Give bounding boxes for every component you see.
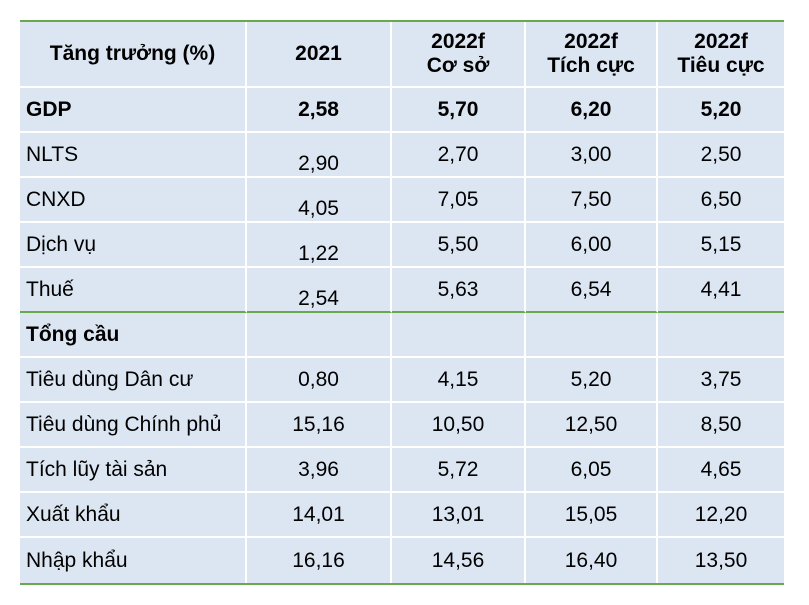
row-label: Tiêu dùng Chính phủ [20, 403, 247, 448]
cell-positive: 12,50 [526, 403, 658, 448]
table-row: Tích lũy tài sản 3,96 5,72 6,05 4,65 [20, 448, 784, 493]
cell-base: 13,01 [392, 493, 526, 538]
header-indicator: Tăng trưởng (%) [20, 22, 247, 88]
cell-positive: 6,20 [526, 88, 658, 133]
cell-positive: 16,40 [526, 538, 658, 583]
cell-2021: 16,16 [247, 538, 392, 583]
cell-2021: 2,54 [247, 268, 392, 313]
cell-negative: 5,15 [658, 223, 784, 268]
header-positive-scenario: Tích cực [547, 54, 635, 77]
header-2021: 2021 [247, 22, 392, 88]
growth-table: Tăng trưởng (%) 2021 2022f Cơ sở 2022f T… [20, 20, 784, 585]
row-label: GDP [20, 88, 247, 133]
table-header-row: Tăng trưởng (%) 2021 2022f Cơ sở 2022f T… [20, 22, 784, 88]
cell-base: 5,50 [392, 223, 526, 268]
row-label: Tiêu dùng Dân cư [20, 358, 247, 403]
table-row: NLTS 2,90 2,70 3,00 2,50 [20, 133, 784, 178]
cell-positive: 3,00 [526, 133, 658, 178]
cell-2021: 14,01 [247, 493, 392, 538]
cell-negative: 13,50 [658, 538, 784, 583]
cell-negative: 4,41 [658, 268, 784, 313]
header-negative: 2022f Tiêu cực [658, 22, 784, 88]
cell-positive: 5,20 [526, 358, 658, 403]
header-2021-label: 2021 [295, 42, 342, 65]
cell-2021: 4,05 [247, 178, 392, 223]
header-negative-year: 2022f [694, 30, 748, 53]
header-positive: 2022f Tích cực [526, 22, 658, 88]
table-row: Xuất khẩu 14,01 13,01 15,05 12,20 [20, 493, 784, 538]
row-label: Thuế [20, 268, 247, 313]
cell-2021 [247, 313, 392, 358]
cell-positive: 6,05 [526, 448, 658, 493]
row-label: Tích lũy tài sản [20, 448, 247, 493]
cell-negative: 3,75 [658, 358, 784, 403]
cell-positive: 15,05 [526, 493, 658, 538]
cell-2021: 2,90 [247, 133, 392, 178]
table-row: GDP 2,58 5,70 6,20 5,20 [20, 88, 784, 133]
row-label: Nhập khẩu [20, 538, 247, 583]
cell-base: 5,63 [392, 268, 526, 313]
row-label: Xuất khẩu [20, 493, 247, 538]
table-row: Tổng cầu [20, 313, 784, 358]
cell-base: 4,15 [392, 358, 526, 403]
cell-base [392, 313, 526, 358]
cell-negative: 5,20 [658, 88, 784, 133]
cell-2021: 0,80 [247, 358, 392, 403]
row-label: CNXD [20, 178, 247, 223]
cell-negative: 2,50 [658, 133, 784, 178]
cell-negative: 4,65 [658, 448, 784, 493]
table-row: CNXD 4,05 7,05 7,50 6,50 [20, 178, 784, 223]
cell-base: 5,72 [392, 448, 526, 493]
header-base-year: 2022f [431, 30, 485, 53]
header-positive-year: 2022f [564, 30, 618, 53]
row-label: Dịch vụ [20, 223, 247, 268]
cell-positive: 6,00 [526, 223, 658, 268]
cell-2021: 15,16 [247, 403, 392, 448]
row-label: NLTS [20, 133, 247, 178]
cell-base: 5,70 [392, 88, 526, 133]
cell-negative: 12,20 [658, 493, 784, 538]
header-base: 2022f Cơ sở [392, 22, 526, 88]
cell-2021: 2,58 [247, 88, 392, 133]
cell-positive: 7,50 [526, 178, 658, 223]
cell-base: 2,70 [392, 133, 526, 178]
row-label: Tổng cầu [20, 313, 247, 358]
cell-positive [526, 313, 658, 358]
table-row: Tiêu dùng Chính phủ 15,16 10,50 12,50 8,… [20, 403, 784, 448]
cell-negative [658, 313, 784, 358]
cell-base: 10,50 [392, 403, 526, 448]
header-base-scenario: Cơ sở [426, 54, 490, 77]
cell-2021: 3,96 [247, 448, 392, 493]
table-row: Thuế 2,54 5,63 6,54 4,41 [20, 268, 784, 313]
table-row: Tiêu dùng Dân cư 0,80 4,15 5,20 3,75 [20, 358, 784, 403]
table-row: Dịch vụ 1,22 5,50 6,00 5,15 [20, 223, 784, 268]
cell-negative: 6,50 [658, 178, 784, 223]
header-negative-scenario: Tiêu cực [677, 54, 765, 77]
header-indicator-label: Tăng trưởng (%) [49, 42, 216, 65]
cell-positive: 6,54 [526, 268, 658, 313]
cell-base: 14,56 [392, 538, 526, 583]
cell-2021: 1,22 [247, 223, 392, 268]
cell-base: 7,05 [392, 178, 526, 223]
cell-negative: 8,50 [658, 403, 784, 448]
table-row: Nhập khẩu 16,16 14,56 16,40 13,50 [20, 538, 784, 583]
